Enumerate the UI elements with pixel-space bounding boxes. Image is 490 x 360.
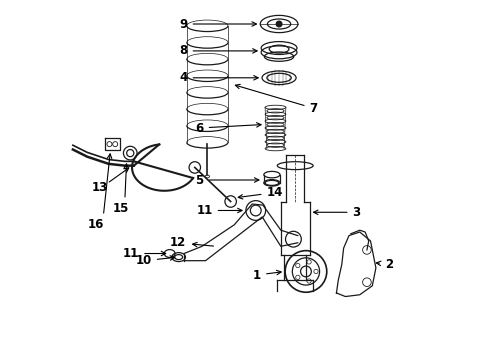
Text: 14: 14 [238, 186, 283, 199]
Text: 2: 2 [376, 258, 393, 271]
Text: 15: 15 [113, 202, 129, 215]
Text: 11: 11 [123, 247, 166, 260]
Text: 8: 8 [179, 44, 257, 57]
Text: 7: 7 [235, 84, 318, 115]
Text: 4: 4 [179, 71, 258, 84]
Text: 13: 13 [92, 181, 108, 194]
Text: 10: 10 [136, 254, 174, 267]
Text: 12: 12 [170, 236, 214, 249]
Text: 9: 9 [179, 18, 256, 31]
Text: 1: 1 [253, 269, 281, 282]
Text: 6: 6 [196, 122, 261, 135]
Text: 11: 11 [196, 204, 242, 217]
Text: 3: 3 [314, 206, 361, 219]
Text: 16: 16 [88, 218, 104, 231]
Text: 5: 5 [196, 174, 259, 186]
Circle shape [276, 21, 282, 27]
